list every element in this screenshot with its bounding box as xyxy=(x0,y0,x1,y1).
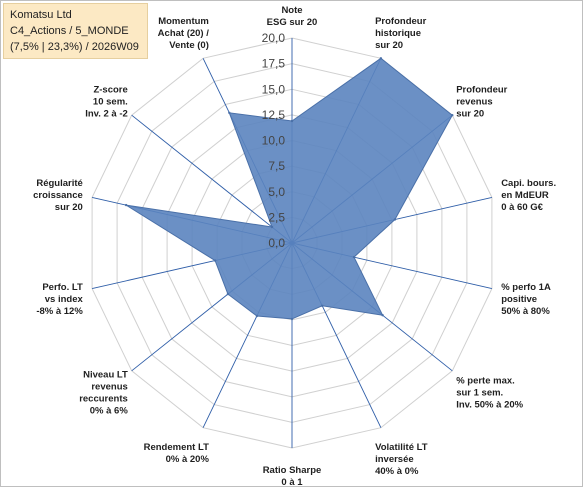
axis-label-9-line-2: reccurents xyxy=(79,393,128,404)
axis-label-1-line-1: historique xyxy=(375,28,421,39)
axis-label-11-line-1: croissance xyxy=(33,190,83,201)
tick-label-4: 10,0 xyxy=(262,134,286,148)
tick-label-1: 2,5 xyxy=(268,210,285,224)
tick-label-5: 12,5 xyxy=(262,108,286,122)
axis-label-7-line-1: 0 à 1 xyxy=(281,477,303,486)
tick-label-0: 0,0 xyxy=(268,236,285,250)
data-point-11 xyxy=(124,203,128,207)
axis-label-10-line-0: Perfo. LT xyxy=(42,282,83,293)
axis-label-10-line-1: vs index xyxy=(45,294,84,305)
data-point-3 xyxy=(393,218,397,221)
axis-label-6-line-2: 40% à 0% xyxy=(375,466,419,477)
axis-label-11-line-0: Régularité xyxy=(36,178,82,189)
axis-label-12-line-2: Inv. 2 à -2 xyxy=(85,109,128,120)
axis-label-7-line-0: Ratio Sharpe xyxy=(263,465,322,476)
data-point-2 xyxy=(451,114,454,117)
data-point-5 xyxy=(381,314,384,317)
data-point-8 xyxy=(255,314,259,318)
chart-title-box: Komatsu Ltd C4_Actions / 5_MONDE (7,5% |… xyxy=(3,3,148,59)
data-point-6 xyxy=(321,304,324,307)
axis-label-4-line-0: % perfo 1A xyxy=(501,282,551,293)
axis-label-5-line-1: sur 1 sem. xyxy=(456,387,503,398)
data-point-0 xyxy=(290,119,294,123)
axis-label-8-line-1: 0% à 20% xyxy=(166,454,210,465)
data-point-4 xyxy=(352,255,356,259)
data-point-9 xyxy=(226,292,230,296)
axis-label-5-line-2: Inv. 50% à 20% xyxy=(456,399,523,410)
axis-label-4-line-2: 50% à 80% xyxy=(501,306,550,317)
tick-label-7: 17,5 xyxy=(262,57,286,71)
axis-label-12-line-1: 10 sem. xyxy=(93,97,128,108)
axis-label-12-line-0: Z-score xyxy=(93,85,127,96)
axis-label-13-line-1: Achat (20) / xyxy=(158,28,210,39)
data-point-1 xyxy=(379,57,383,60)
axis-label-0-line-0: Note xyxy=(281,5,302,16)
axis-label-2-line-0: Profondeur xyxy=(456,85,507,96)
axis-label-3-line-0: Capi. bours. xyxy=(501,178,556,189)
radar-series xyxy=(124,57,454,321)
axis-label-3-line-2: 0 à 60 G€ xyxy=(501,202,543,213)
axis-label-9-line-0: Niveau LT xyxy=(83,369,128,380)
axis-label-13-line-2: Vente (0) xyxy=(169,40,209,51)
axis-label-11-line-2: sur 20 xyxy=(55,202,83,213)
data-point-12 xyxy=(270,225,274,229)
tick-label-3: 7,5 xyxy=(268,159,285,173)
axis-label-4-line-1: positive xyxy=(501,294,537,305)
data-point-10 xyxy=(213,259,217,262)
axis-label-6-line-1: inversée xyxy=(375,454,414,465)
tick-label-6: 15,0 xyxy=(262,82,286,96)
axis-label-2-line-2: sur 20 xyxy=(456,109,484,120)
weights-and-week: (7,5% | 23,3%) / 2026W09 xyxy=(10,41,139,53)
spoke-12 xyxy=(131,114,293,244)
tick-label-2: 5,0 xyxy=(268,185,285,199)
axis-label-3-line-1: en MdEUR xyxy=(501,190,549,201)
axis-label-0-line-1: ESG sur 20 xyxy=(267,17,318,28)
axis-label-1-line-0: Profondeur xyxy=(375,16,426,27)
axis-label-8-line-0: Rendement LT xyxy=(144,442,209,453)
series-area xyxy=(125,57,453,320)
axis-label-2-line-1: revenus xyxy=(456,97,492,108)
tick-label-8: 20,0 xyxy=(262,31,286,45)
axis-label-13-line-0: Momentum xyxy=(158,16,209,27)
axis-label-6-line-0: Volatilité LT xyxy=(375,442,428,453)
axis-label-9-line-3: 0% à 6% xyxy=(90,405,129,416)
axis-label-10-line-2: -8% à 12% xyxy=(36,306,83,317)
data-point-7 xyxy=(290,317,294,321)
data-point-13 xyxy=(228,111,231,115)
company-name: Komatsu Ltd xyxy=(10,9,72,21)
portfolio-name: C4_Actions / 5_MONDE xyxy=(10,25,129,37)
axis-label-5-line-0: % perte max. xyxy=(456,375,515,386)
axis-label-9-line-1: revenus xyxy=(91,381,127,392)
axis-label-1-line-2: sur 20 xyxy=(375,40,403,51)
radial-tick-labels: 0,0 2,5 5,0 7,5 10,0 12,5 15,0 17,5 20,0 xyxy=(262,31,286,250)
